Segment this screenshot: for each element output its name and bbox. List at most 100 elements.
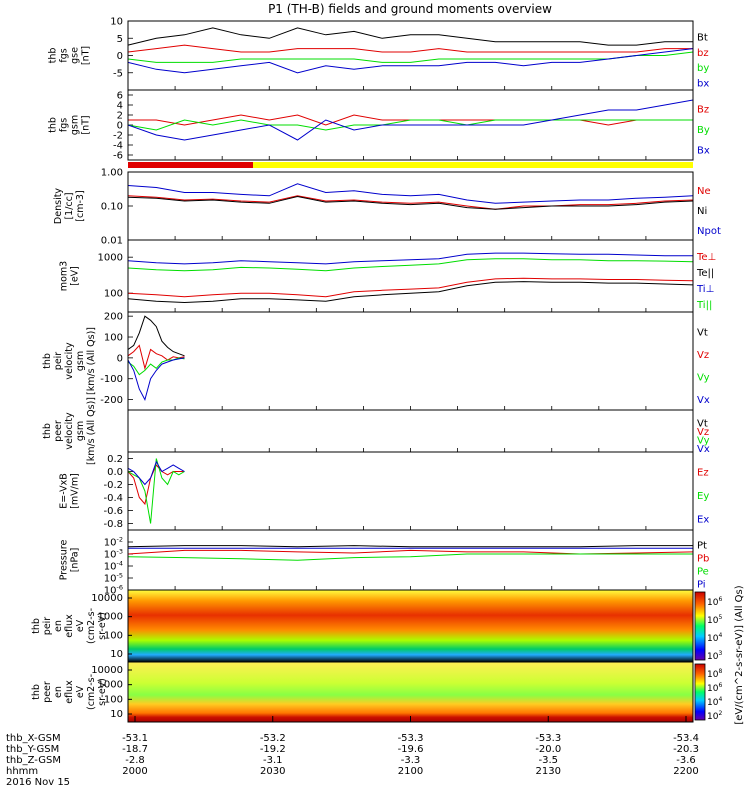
xtick-label: 2200 [673,766,698,777]
panel-ylabel-line: (cm2-s- [86,674,97,710]
ytick-label: 5 [117,34,123,45]
panel-ylabel-line: [km/s (All Qs)] [86,327,97,395]
legend-label: By [697,125,710,136]
panel-ylabel-line: en [53,620,64,632]
hhmm-label: hhmm [6,766,38,777]
legend-label: Bz [697,104,709,115]
panel-ylabel-line: peer [53,420,64,442]
legend-label: Vx [697,444,710,455]
legend-label: Npot [697,226,721,237]
series-line-Vy [127,357,185,376]
panel-ylabel-line: velocity [64,342,75,380]
xtick-label: 2100 [398,766,423,777]
legend-label: Pi [697,580,706,591]
ephemeris-value: -53.3 [398,733,424,744]
series-line-Ni [127,195,694,210]
panel-frame [127,451,694,531]
panel-ylabel-line: gsm [75,351,86,371]
ephemeris-value: -19.2 [260,744,286,755]
panel-ylabel-line: gsm [70,115,81,135]
legend-label: Bt [697,33,708,44]
panel-ylabel-line: fgs [59,118,70,132]
colorbar-tick-label: 106 [707,682,722,694]
legend-label: Vy [697,435,710,446]
colorbar [694,591,706,661]
series-line-Bt [127,27,693,46]
colorbar-tick-label: 102 [707,710,722,722]
series-line-by [127,51,694,63]
colorbar-tick-label: 108 [707,668,722,680]
legend-label: Ni [697,206,707,217]
panel-ylabel-line: en [53,686,64,698]
ytick-label: 1000 [98,253,123,264]
panel-frame [127,20,694,91]
ytick-label: 10000 [91,665,123,676]
ytick-label: -2 [113,131,123,142]
panel-ylabel-line: gsm [75,421,86,441]
legend-label: Ex [697,514,709,525]
panel-ylabel-line: peer [42,681,53,703]
legend-label: Ez [697,468,709,479]
series-line-Ex [127,460,185,486]
ytick-label: -0.2 [103,480,123,491]
ephemeris-value: -53.2 [260,733,286,744]
legend-label: Vz [697,427,709,438]
legend-label: Pb [697,554,709,565]
series-line-By [127,119,693,131]
ephemeris-value: -53.3 [535,733,561,744]
legend-label: Ti⊥ [696,284,714,295]
legend-label: Bx [697,146,710,157]
ephemeris-value: -3.1 [263,755,283,766]
panel-8: Pressure [nPa]10-210-310-410-510-6PtPbPeP… [59,529,709,597]
panel-ylabel-line: Pressure [59,540,70,581]
series-line-Pe [127,553,693,561]
panel-5: thb peir velocity gsm [km/s (All Qs)] 200 100 0… [42,311,710,411]
ephemeris-value: -3.6 [676,755,696,766]
xtick-label: 2030 [260,766,285,777]
ephemeris-value: -18.7 [122,744,148,755]
panel-9: thb peir en eflux eV (cm2-s-sr-eV) 106 105 104 10… [31,589,722,663]
figure-title: P1 (TH-B) fields and ground moments over… [268,2,552,16]
panel-ylabel-line: [nT] [81,46,92,65]
legend-label: Ey [697,491,709,502]
panel-7: E=-VxB [mV/m] 0.2 0.0 -0.2 -0.4 -0.6 -0.8 Ez Ey Ex [59,451,709,531]
panel-ylabel-line: eflux [64,680,75,704]
ytick-label: 0.2 [107,454,123,465]
legend-label: Pt [697,541,707,552]
panel-ylabel-line: Density [53,188,64,224]
legend-label: by [697,63,709,74]
colorbar-tick-label: 106 [707,596,722,608]
colorbar [694,663,706,721]
panel-ylabel-line: [nT] [81,115,92,134]
ephemeris-row-label: thb_Z-GSM [6,755,61,766]
series-line-Te|| [127,281,694,304]
panel-ylabel-line: thb [31,618,42,634]
series-line-Vx [127,357,185,401]
ephemeris-row-label: thb_Y-GSM [6,744,59,755]
spectrogram-image [128,590,693,662]
panel-frame [127,409,694,453]
ytick-label: 6 [117,91,123,102]
panel-ylabel-line: peir [53,352,64,371]
legend-label: bz [697,48,709,59]
panel-frame [127,311,694,411]
legend-label: Vz [697,350,709,361]
series-line-bz [127,44,693,53]
panel-ylabel-line: sr-eV) [97,612,108,640]
series-line-Ey [127,458,185,524]
series-line-Vt [127,315,185,357]
panel-ylabel-line: peir [42,617,53,636]
colorbar-tick-label: 105 [707,614,722,626]
ytick-label: 200 [104,312,123,323]
ytick-label: 2 [117,111,123,122]
panel-ylabel-line: fgs [59,48,70,62]
ytick-label: 100 [104,333,123,344]
quality-bar-red [128,162,253,168]
ytick-label: -100 [100,374,123,385]
date-label: 2016 Nov 15 [6,777,70,788]
panel-ylabel-line: thb [48,117,59,133]
panel-10: thb peer en eflux eV (cm2-s-sr-eV) 108 106 104 10… [31,661,722,723]
series-line-Pt [127,545,693,548]
ephemeris-row-label: thb_X-GSM [6,733,61,744]
ytick-label: 10 [110,17,123,28]
